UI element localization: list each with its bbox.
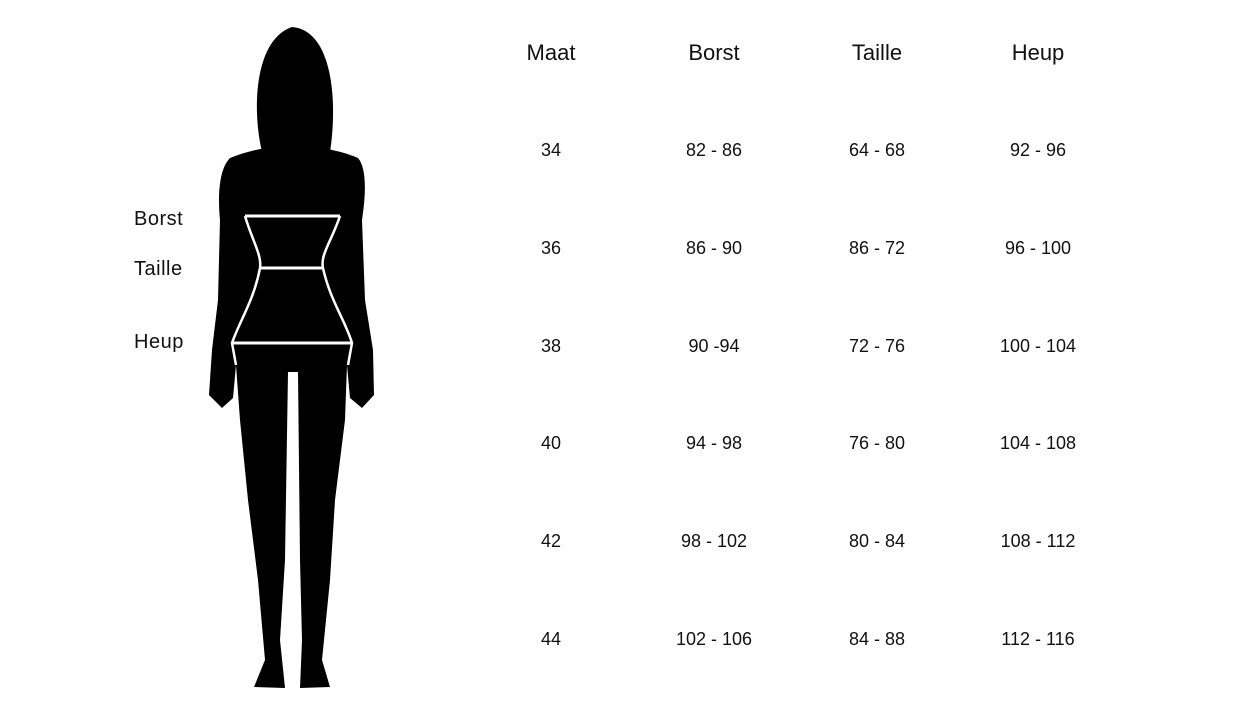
table-cell: 76 - 80 (848, 433, 906, 454)
table-cell: 86 - 72 (848, 237, 906, 258)
label-taille: Taille (134, 258, 183, 280)
silhouette-head-hair (256, 27, 334, 152)
label-borst: Borst (134, 208, 184, 230)
table-cell: 44 (540, 629, 562, 649)
table-cell: 64 - 68 (848, 140, 906, 160)
table-cell: 104 - 108 (999, 433, 1077, 454)
arm-gap-left (230, 215, 262, 366)
table-cell: 40 (540, 433, 562, 454)
silhouette-body (209, 146, 374, 688)
label-heup: Heup (134, 331, 184, 353)
table-cell: 108 - 112 (1000, 531, 1076, 552)
header-taille: Taille (851, 40, 903, 65)
table-cell: 92 - 96 (1009, 140, 1067, 160)
header-borst: Borst (688, 40, 740, 65)
arm-gap-right (321, 215, 354, 366)
table-cell: 36 (540, 237, 562, 258)
table-cell: 96 - 100 (1004, 237, 1072, 258)
table-cell: 112 - 116 (1001, 629, 1075, 649)
table-cell: 80 - 84 (848, 531, 906, 552)
table-cell: 72 - 76 (848, 335, 906, 356)
table-cell: 82 - 86 (685, 140, 743, 160)
table-cell: 84 - 88 (848, 629, 906, 649)
table-cell: 42 (540, 531, 562, 552)
table-cell: 38 (540, 335, 562, 356)
table-cell: 100 - 104 (999, 335, 1077, 356)
table-cell: 86 - 90 (685, 237, 743, 258)
table-cell: 90 -94 (688, 335, 740, 356)
header-heup: Heup (1011, 40, 1065, 65)
table-cell: 98 - 102 (680, 531, 748, 552)
header-maat: Maat (526, 40, 576, 65)
table-cell: 34 (540, 140, 562, 160)
table-cell: 102 - 106 (675, 629, 753, 649)
table-cell: 94 - 98 (685, 433, 743, 454)
